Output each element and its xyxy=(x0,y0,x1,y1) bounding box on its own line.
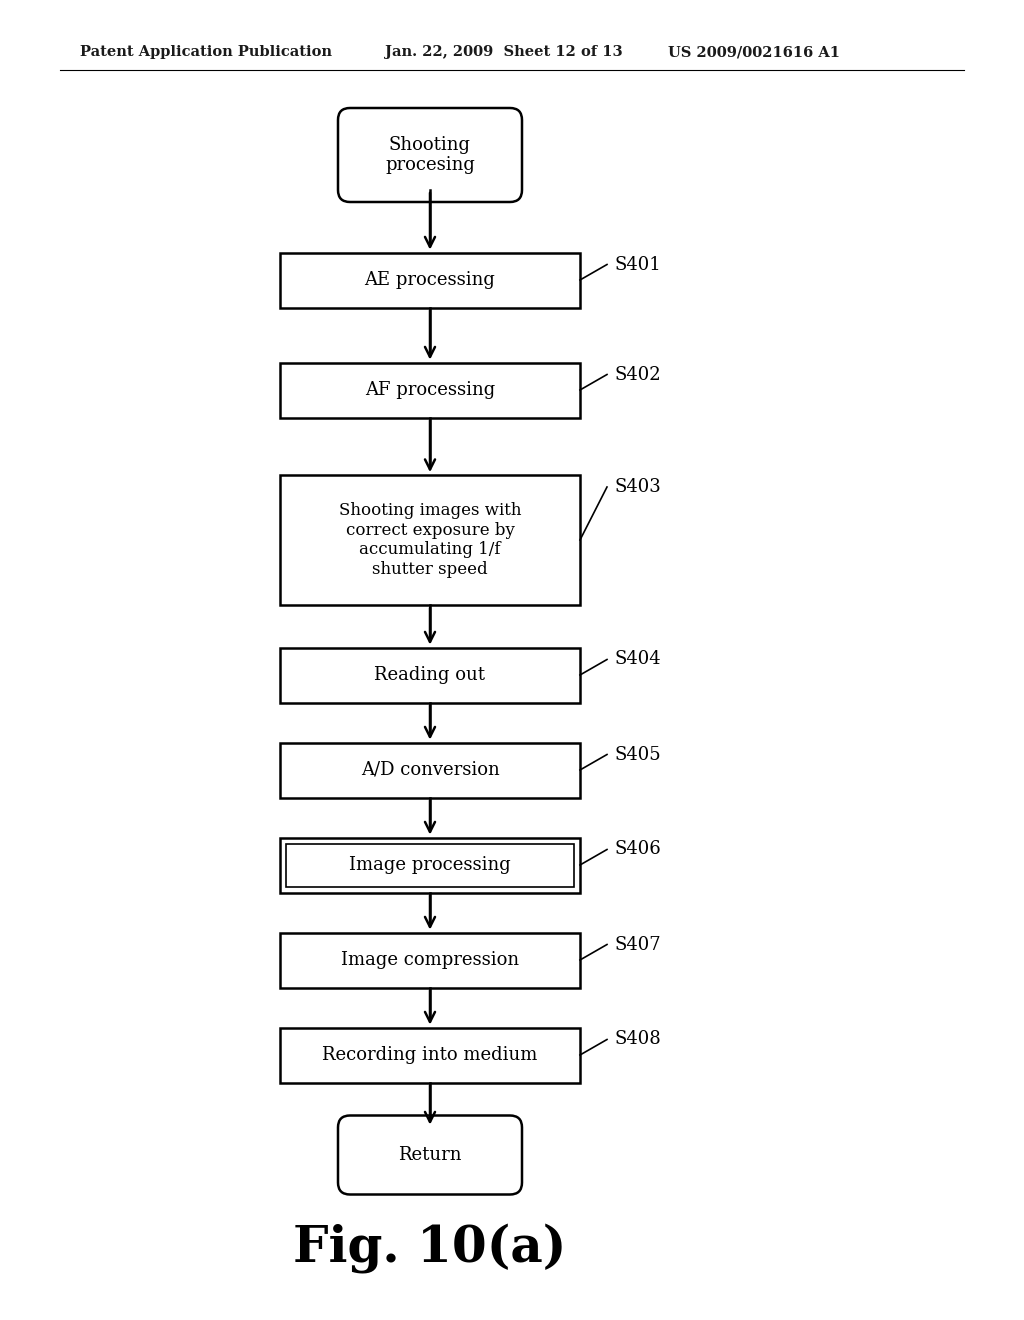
FancyBboxPatch shape xyxy=(338,108,522,202)
Text: Image processing: Image processing xyxy=(349,855,511,874)
Text: S407: S407 xyxy=(615,936,662,953)
Text: Jan. 22, 2009  Sheet 12 of 13: Jan. 22, 2009 Sheet 12 of 13 xyxy=(385,45,623,59)
Text: Fig. 10(a): Fig. 10(a) xyxy=(293,1224,566,1272)
Text: S406: S406 xyxy=(615,841,662,858)
Bar xyxy=(286,843,574,887)
Bar xyxy=(280,363,580,417)
Text: Shooting images with
correct exposure by
accumulating 1/f
shutter speed: Shooting images with correct exposure by… xyxy=(339,502,521,578)
Bar xyxy=(280,837,580,892)
Bar xyxy=(280,648,580,702)
Text: Shooting
procesing: Shooting procesing xyxy=(385,136,475,174)
Text: Recording into medium: Recording into medium xyxy=(323,1045,538,1064)
Text: Reading out: Reading out xyxy=(375,667,485,684)
Text: A/D conversion: A/D conversion xyxy=(360,762,500,779)
Text: Return: Return xyxy=(398,1146,462,1164)
Text: S403: S403 xyxy=(615,478,662,496)
FancyBboxPatch shape xyxy=(338,1115,522,1195)
Bar xyxy=(280,932,580,987)
Bar xyxy=(280,475,580,605)
Bar xyxy=(280,252,580,308)
Text: S401: S401 xyxy=(615,256,662,273)
Text: Patent Application Publication: Patent Application Publication xyxy=(80,45,332,59)
Text: US 2009/0021616 A1: US 2009/0021616 A1 xyxy=(668,45,840,59)
Text: S402: S402 xyxy=(615,366,662,384)
Text: AF processing: AF processing xyxy=(365,381,496,399)
Text: S405: S405 xyxy=(615,746,662,763)
Text: AE processing: AE processing xyxy=(365,271,496,289)
Text: Image compression: Image compression xyxy=(341,950,519,969)
Text: S404: S404 xyxy=(615,651,662,668)
Bar xyxy=(280,1027,580,1082)
Bar xyxy=(280,742,580,797)
Text: S408: S408 xyxy=(615,1031,662,1048)
